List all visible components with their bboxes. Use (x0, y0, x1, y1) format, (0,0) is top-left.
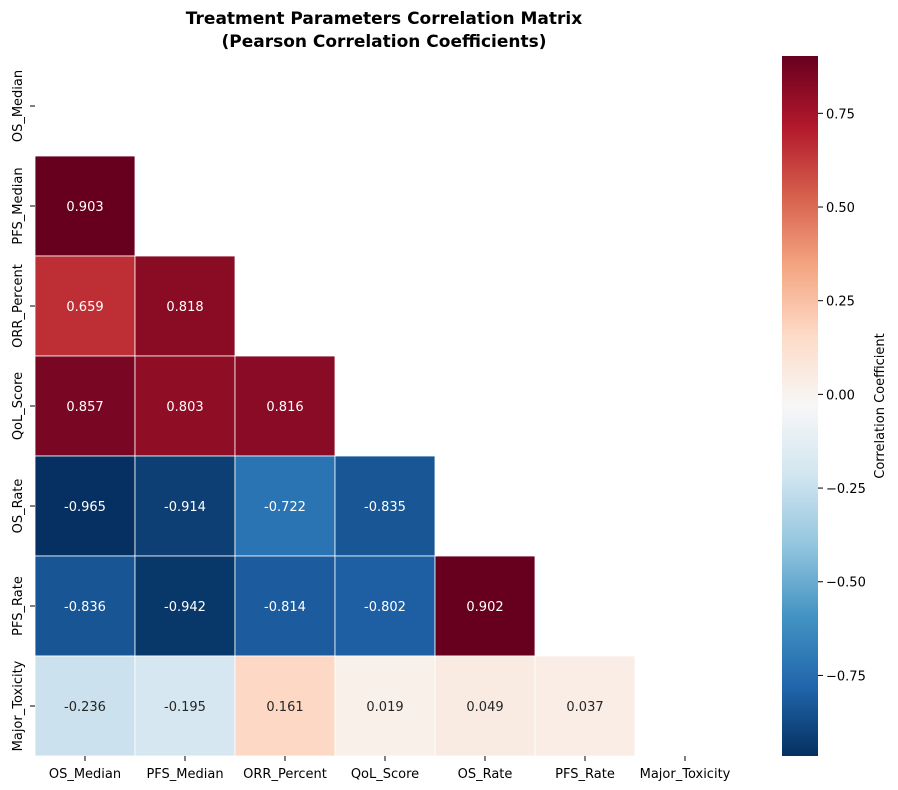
heatmap-cell: 0.659 (34, 255, 136, 357)
y-axis-tick-label: Major_Toxicity (11, 660, 26, 751)
heatmap-cell-fill (434, 555, 536, 657)
heatmap-cell: -0.965 (34, 455, 136, 557)
heatmap-cell-fill (134, 455, 236, 557)
heatmap-cell: 0.818 (134, 255, 236, 357)
heatmap-cell-fill (234, 655, 336, 757)
heatmap-cell: 0.037 (534, 655, 636, 757)
heatmap-cell-value: -0.965 (64, 500, 106, 515)
heatmap-cell: -0.195 (134, 655, 236, 757)
heatmap-cell: 0.816 (234, 355, 336, 457)
heatmap-cell-fill (234, 555, 336, 657)
heatmap-cell-value: 0.816 (266, 400, 303, 415)
heatmap-cell: -0.836 (34, 555, 136, 657)
heatmap-cell-value: -0.802 (364, 600, 406, 615)
heatmap-cell-fill (34, 155, 136, 257)
colorbar: 0.75 0.50 0.25 0.00 −0.25 −0.50 −0.75 Correlat… (782, 56, 888, 756)
heatmap-cell-value: 0.902 (466, 600, 503, 615)
colorbar-label: Correlation Coefficient (873, 333, 888, 479)
heatmap-cell-value: -0.942 (164, 600, 206, 615)
heatmap-cell: 0.161 (234, 655, 336, 757)
heatmap-cell: 0.903 (34, 155, 136, 257)
heatmap-cell: 0.019 (334, 655, 436, 757)
heatmap-cell-fill (334, 655, 436, 757)
x-axis-tick-label: QoL_Score (351, 767, 419, 782)
y-axis-tick-label: ORR_Percent (11, 264, 26, 348)
chart-title-line-1: Treatment Parameters Correlation Matrix (186, 9, 582, 29)
heatmap-cell: 0.049 (434, 655, 536, 757)
heatmap-cell-value: -0.814 (264, 600, 306, 615)
heatmap-cell-fill (334, 555, 436, 657)
heatmap-cell-value: 0.818 (166, 300, 203, 315)
heatmap-cell: 0.902 (434, 555, 536, 657)
heatmap-cell-fill (334, 455, 436, 557)
heatmap-cell-fill (234, 355, 336, 457)
y-axis-tick-label: QoL_Score (11, 372, 26, 440)
heatmap-cell: -0.942 (134, 555, 236, 657)
x-axis-tick-label: PFS_Rate (555, 767, 615, 782)
heatmap-cell-value: -0.836 (64, 600, 106, 615)
y-axis-tick-label: PFS_Rate (11, 576, 26, 636)
y-axis-tick-label: PFS_Median (11, 167, 26, 244)
heatmap-cell-value: 0.803 (166, 400, 203, 415)
colorbar-tick-label: −0.75 (826, 669, 866, 684)
heatmap-cell-value: -0.722 (264, 500, 306, 515)
heatmap-cell-fill (434, 655, 536, 757)
x-axis-tick-label: PFS_Median (146, 767, 223, 782)
x-axis-tick-label: Major_Toxicity (640, 767, 731, 782)
heatmap-cell-fill (134, 255, 236, 357)
heatmap-cell-value: 0.659 (66, 300, 103, 315)
heatmap-cell: -0.236 (34, 655, 136, 757)
heatmap-cells: 0.903 0.659 0.818 0.857 0.803 0.816 -0.965 -0.9… (34, 155, 636, 757)
x-axis-tick-label: ORR_Percent (243, 767, 327, 782)
heatmap-cell: 0.857 (34, 355, 136, 457)
chart-title: Treatment Parameters Correlation Matrix … (186, 9, 582, 52)
heatmap-cell-fill (534, 655, 636, 757)
heatmap-cell-fill (34, 255, 136, 357)
colorbar-gradient (782, 56, 818, 756)
heatmap-cell-value: 0.857 (66, 400, 103, 415)
chart-title-line-2: (Pearson Correlation Coefficients) (221, 32, 546, 52)
heatmap-cell: -0.914 (134, 455, 236, 557)
heatmap-cell-fill (34, 355, 136, 457)
heatmap-cell-value: 0.161 (266, 700, 303, 715)
heatmap-cell-value: -0.914 (164, 500, 206, 515)
heatmap-cell: -0.814 (234, 555, 336, 657)
heatmap-cell-fill (134, 355, 236, 457)
heatmap-cell-value: 0.049 (466, 700, 503, 715)
heatmap-cell-fill (134, 655, 236, 757)
heatmap-cell-value: 0.037 (566, 700, 603, 715)
colorbar-ticks: 0.75 0.50 0.25 0.00 −0.25 −0.50 −0.75 (818, 107, 866, 684)
x-axis-tick-labels: OS_Median PFS_Median ORR_Percent QoL_Score O… (49, 756, 731, 782)
heatmap-cell: -0.722 (234, 455, 336, 557)
heatmap-cell: -0.802 (334, 555, 436, 657)
colorbar-tick-label: 0.75 (826, 107, 855, 122)
heatmap-cell-value: -0.195 (164, 700, 206, 715)
heatmap-cell-value: -0.236 (64, 700, 106, 715)
colorbar-tick-label: −0.25 (826, 482, 866, 497)
heatmap-cell: 0.803 (134, 355, 236, 457)
colorbar-tick-label: 0.00 (826, 388, 855, 403)
x-axis-tick-label: OS_Rate (458, 767, 513, 782)
x-axis-tick-label: OS_Median (49, 767, 121, 782)
colorbar-tick-label: 0.50 (826, 201, 855, 216)
heatmap-cell: -0.835 (334, 455, 436, 557)
heatmap-cell-value: -0.835 (364, 500, 406, 515)
colorbar-tick-label: 0.25 (826, 295, 855, 310)
heatmap-cell-value: 0.903 (66, 200, 103, 215)
y-axis-tick-label: OS_Rate (11, 479, 26, 534)
y-axis-tick-labels: OS_Median PFS_Median ORR_Percent QoL_Score O… (11, 70, 35, 751)
y-axis-tick-label: OS_Median (11, 70, 26, 142)
heatmap-cell-fill (134, 555, 236, 657)
colorbar-tick-label: −0.50 (826, 576, 866, 591)
heatmap-cell-value: 0.019 (366, 700, 403, 715)
